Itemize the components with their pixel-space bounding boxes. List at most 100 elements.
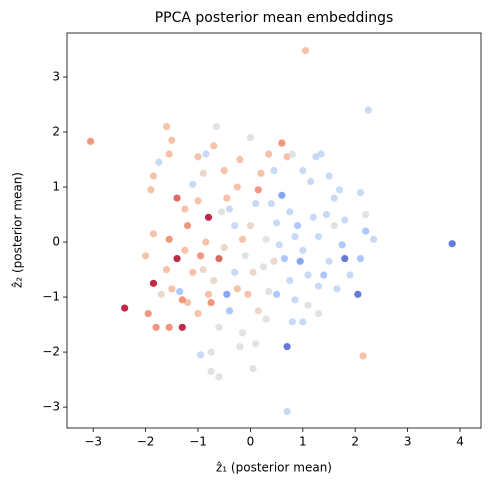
point [246, 133, 255, 142]
x-tick-label: 4 [456, 435, 464, 449]
x-tick-label: −2 [137, 435, 155, 449]
point [220, 166, 228, 175]
point [202, 150, 210, 158]
point [142, 252, 150, 260]
chart-title: PPCA posterior mean embeddings [155, 10, 394, 26]
point [299, 246, 307, 254]
point [265, 150, 273, 158]
point [364, 106, 372, 114]
point [301, 47, 310, 55]
point [178, 323, 186, 331]
point [197, 351, 205, 359]
point [194, 197, 202, 205]
point [233, 285, 241, 293]
point [168, 285, 176, 293]
x-tick-label: 2 [351, 435, 359, 449]
point [330, 221, 338, 230]
point [325, 172, 333, 180]
point [341, 216, 349, 224]
point [288, 150, 296, 158]
point [162, 122, 171, 131]
point [215, 373, 223, 381]
point [86, 137, 95, 145]
x-tick-label: 1 [299, 435, 307, 449]
point [162, 265, 171, 274]
point [241, 252, 249, 260]
point [246, 221, 255, 230]
point [215, 254, 223, 263]
point [314, 309, 323, 318]
point [189, 268, 197, 276]
point [259, 263, 268, 271]
point [199, 265, 207, 274]
point [262, 235, 270, 243]
point [291, 296, 299, 304]
point [280, 254, 289, 263]
point [189, 180, 197, 188]
point [362, 227, 370, 235]
point [299, 318, 307, 326]
y-tick-label: 3 [52, 70, 60, 84]
point [207, 298, 215, 307]
point [176, 287, 184, 296]
y-tick-label: −2 [42, 345, 60, 359]
point [181, 205, 189, 213]
point [273, 219, 281, 227]
point [359, 352, 367, 360]
point [270, 166, 278, 175]
point [296, 257, 304, 265]
point [220, 243, 228, 252]
y-axis-label: ẑ₂ (posterior mean) [11, 172, 25, 288]
point [354, 290, 362, 298]
point [183, 221, 192, 230]
point [293, 221, 302, 230]
point [265, 287, 273, 296]
point [212, 122, 220, 131]
point [291, 232, 299, 241]
point [304, 301, 312, 309]
x-tick-label: −3 [84, 435, 102, 449]
point [207, 367, 215, 375]
point [197, 252, 205, 260]
point [252, 199, 260, 208]
point [225, 307, 234, 315]
point [223, 290, 231, 298]
point [325, 257, 333, 265]
y-tick-label: 0 [52, 235, 60, 249]
plot-frame [66, 32, 482, 429]
point [238, 235, 247, 243]
point [330, 194, 338, 202]
point [121, 304, 129, 312]
point [335, 186, 344, 194]
point [283, 342, 291, 351]
y-tick-label: 2 [52, 125, 60, 139]
point [149, 279, 158, 287]
point [252, 340, 260, 348]
point [207, 348, 215, 356]
point [173, 194, 181, 202]
point [338, 241, 346, 249]
point [254, 307, 262, 315]
point [215, 323, 223, 331]
y-tick-label: −1 [42, 290, 60, 304]
point [307, 177, 315, 186]
point [194, 153, 202, 161]
point [202, 238, 210, 246]
point [356, 254, 365, 263]
point [262, 315, 270, 323]
point [286, 276, 294, 285]
point [309, 213, 317, 221]
point [149, 172, 158, 180]
point [204, 290, 213, 298]
point [223, 194, 231, 202]
point [155, 158, 163, 166]
point [168, 136, 176, 144]
point [236, 342, 244, 351]
point [314, 232, 323, 241]
point [286, 208, 294, 216]
point [204, 213, 213, 221]
point [267, 199, 275, 208]
point [165, 235, 173, 243]
point [448, 240, 456, 248]
